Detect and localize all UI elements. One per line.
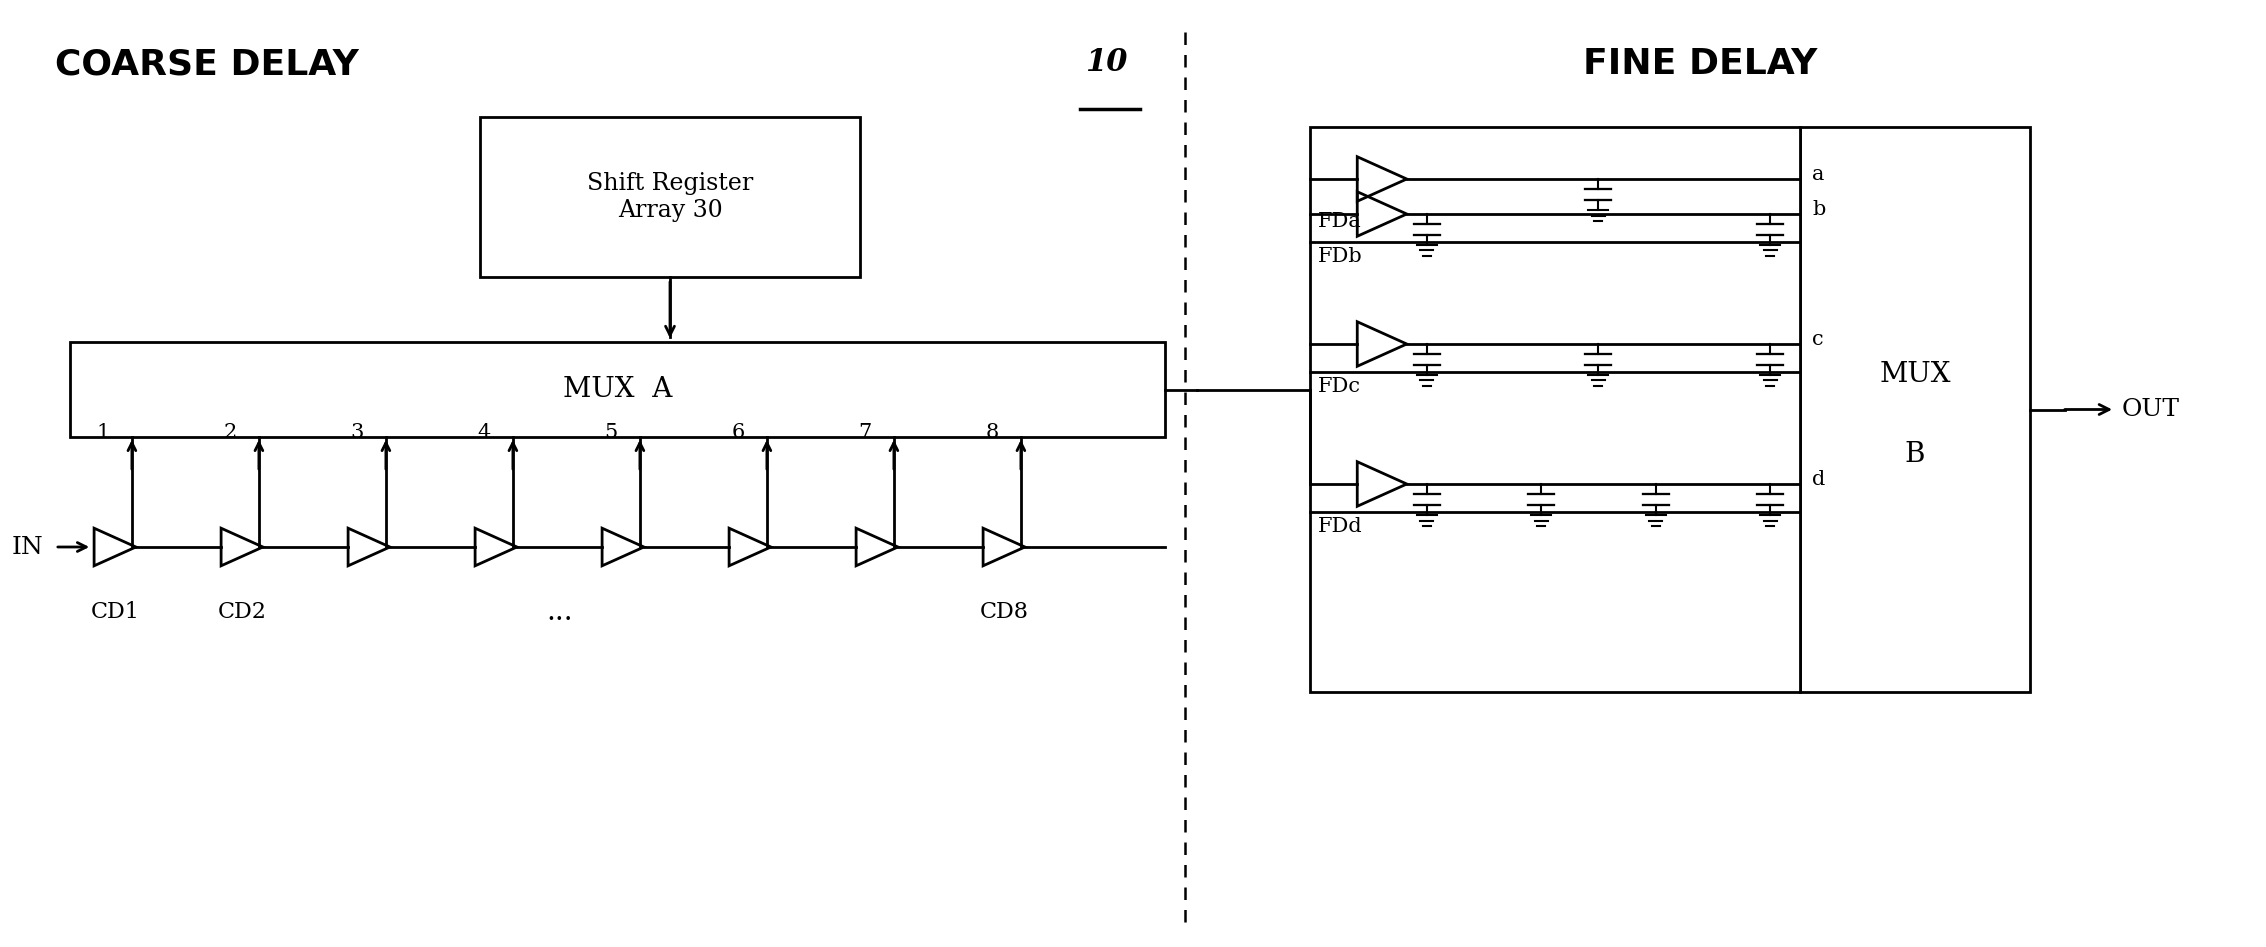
Text: ...: ...	[546, 599, 573, 626]
Text: FDb: FDb	[1319, 246, 1362, 265]
Text: 1: 1	[97, 423, 109, 442]
Text: COARSE DELAY: COARSE DELAY	[54, 47, 358, 81]
Text: 7: 7	[859, 423, 872, 442]
Text: 3: 3	[351, 423, 365, 442]
Text: 8: 8	[986, 423, 999, 442]
Text: FDd: FDd	[1319, 516, 1362, 535]
FancyBboxPatch shape	[1799, 127, 2030, 692]
FancyBboxPatch shape	[480, 117, 861, 277]
Text: 5: 5	[605, 423, 619, 442]
FancyBboxPatch shape	[70, 342, 1165, 437]
FancyBboxPatch shape	[1310, 127, 1799, 692]
Text: IN: IN	[11, 535, 43, 559]
Text: 2: 2	[224, 423, 238, 442]
Text: 6: 6	[732, 423, 746, 442]
Text: FDc: FDc	[1319, 377, 1362, 396]
Text: d: d	[1813, 470, 1824, 489]
Text: a: a	[1813, 165, 1824, 184]
Text: FINE DELAY: FINE DELAY	[1584, 47, 1817, 81]
Text: c: c	[1813, 330, 1824, 348]
Text: MUX: MUX	[1879, 361, 1951, 388]
Text: MUX  A: MUX A	[562, 376, 673, 403]
Text: 4: 4	[478, 423, 492, 442]
Text: Shift Register
Array 30: Shift Register Array 30	[587, 172, 752, 222]
Text: 10: 10	[1085, 47, 1128, 78]
Text: CD1: CD1	[91, 601, 140, 623]
Text: b: b	[1813, 200, 1824, 219]
Text: OUT: OUT	[2121, 398, 2180, 421]
Text: FDa: FDa	[1319, 211, 1362, 230]
Text: B: B	[1906, 441, 1926, 468]
Text: CD8: CD8	[979, 601, 1029, 623]
Text: CD2: CD2	[218, 601, 267, 623]
